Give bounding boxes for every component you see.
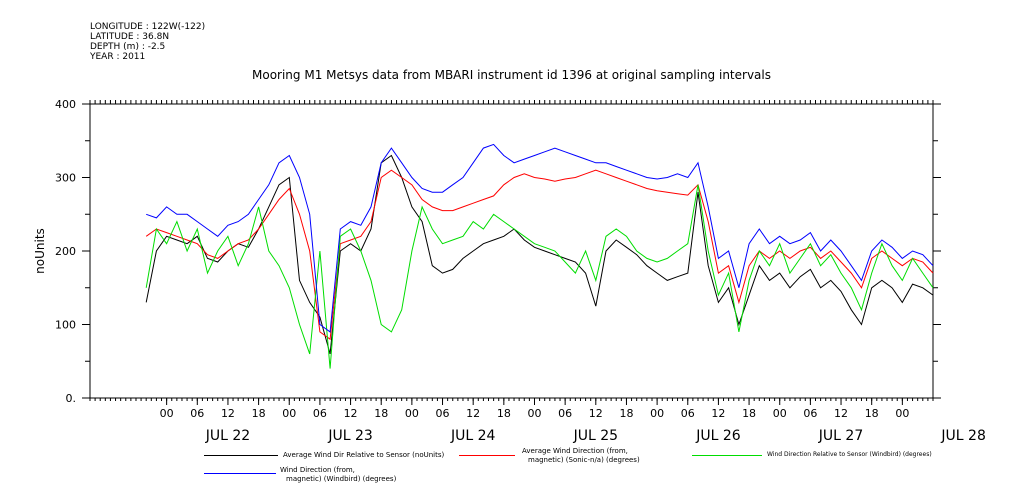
legend-label-green: Wind Direction Relative to Sensor (Windb… (767, 451, 932, 458)
x-tick-label: 06 (436, 407, 450, 420)
x-tick-label: 00 (650, 407, 664, 420)
year-text: YEAR : 2011 (90, 52, 146, 62)
day-label: JUL 28 (940, 428, 985, 444)
legend-swatch-blue (204, 473, 276, 474)
x-tick-label: 06 (558, 407, 572, 420)
longitude-text: LONGITUDE : 122W(-122) (90, 22, 206, 32)
x-tick-label: 00 (405, 407, 419, 420)
legend-label-black: Average Wind Dir Relative to Sensor (noU… (283, 451, 445, 459)
y-tick-label: 400 (55, 98, 76, 111)
x-tick-label: 12 (589, 407, 603, 420)
x-tick-label: 00 (527, 407, 541, 420)
x-tick-label: 00 (160, 407, 174, 420)
series-line-1 (145, 169, 934, 341)
day-label: JUL 25 (573, 428, 618, 444)
x-tick-label: 12 (466, 407, 480, 420)
x-tick-label: 12 (221, 407, 235, 420)
x-tick-label: 12 (711, 407, 725, 420)
x-tick-label: 18 (619, 407, 633, 420)
day-label: JUL 26 (695, 428, 741, 444)
depth-text: DEPTH (m) : -2.5 (90, 42, 166, 52)
y-axis-label: noUnits (33, 228, 47, 274)
x-tick-label: 06 (313, 407, 327, 420)
day-label: JUL 27 (818, 428, 863, 444)
series-line-2 (145, 184, 934, 369)
x-tick-label: 12 (834, 407, 848, 420)
y-tick-label: 300 (55, 172, 76, 185)
series-line-0 (145, 154, 934, 355)
x-tick-label: 18 (252, 407, 266, 420)
series-line-3 (146, 143, 934, 333)
x-tick-label: 18 (497, 407, 511, 420)
x-tick-label: 12 (344, 407, 358, 420)
x-tick-label: 18 (374, 407, 388, 420)
x-tick-label: 06 (803, 407, 817, 420)
x-tick-label: 18 (865, 407, 879, 420)
latitude-text: LATITUDE : 36.8N (90, 32, 170, 42)
legend-swatch-green (692, 455, 762, 456)
y-tick-label: 100 (55, 319, 76, 332)
y-tick-label: 0. (66, 392, 77, 405)
x-tick-label: 00 (282, 407, 296, 420)
day-label: JUL 22 (205, 428, 250, 444)
day-label: JUL 24 (450, 428, 496, 444)
legend-label-blue-1: Wind Direction (from, (280, 466, 355, 474)
x-tick-label: 06 (190, 407, 204, 420)
x-tick-label: 00 (895, 407, 909, 420)
metadata-block: LONGITUDE : 122W(-122) LATITUDE : 36.8N … (90, 22, 205, 62)
x-tick-label: 06 (681, 407, 695, 420)
x-tick-label: 18 (742, 407, 756, 420)
x-tick-label: 00 (773, 407, 787, 420)
legend-swatch-red (459, 455, 515, 456)
legend-label-red-1: Average Wind Direction (from, (522, 447, 628, 455)
plot-frame (89, 103, 934, 399)
y-tick-label: 200 (55, 245, 76, 258)
legend-label-blue-2: magnetic) (Windbird) (degrees) (286, 475, 397, 483)
day-label: JUL 23 (327, 428, 372, 444)
legend-swatch-black (204, 455, 278, 456)
legend-label-red-2: magnetic) (Sonic-n/a) (degrees) (528, 456, 640, 464)
chart-title: Mooring M1 Metsys data from MBARI instru… (252, 68, 771, 82)
